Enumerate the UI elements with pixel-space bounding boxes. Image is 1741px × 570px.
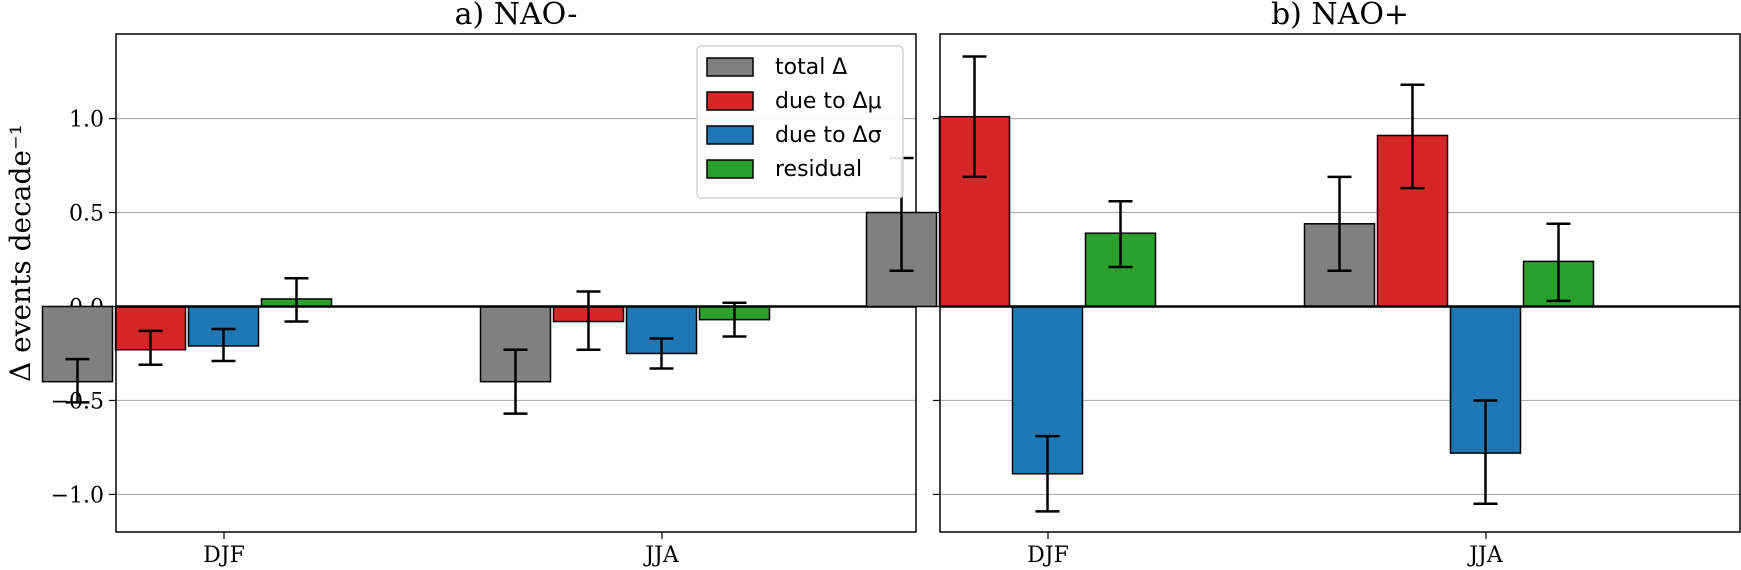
legend-label: due to Δμ: [775, 89, 882, 114]
legend-label: total Δ: [775, 55, 847, 80]
x-tick-label: JJA: [1467, 543, 1504, 568]
panel-title: b) NAO+: [1271, 0, 1409, 32]
legend-swatch: [706, 57, 754, 77]
legend-label: due to Δσ: [775, 123, 882, 148]
plot-frame: [939, 33, 1741, 533]
y-tick-label: −1.0: [51, 483, 104, 508]
x-tick-label: DJF: [203, 543, 245, 568]
legend-swatch: [706, 159, 754, 179]
y-tick-label: 0.5: [69, 202, 104, 227]
legend: total Δ due to Δμ due to Δσ residual: [696, 45, 904, 199]
y-tick-label: 1.0: [69, 108, 104, 133]
panel-nao-plus: b) NAO+ DJF JJA: [865, 0, 1741, 568]
y-axis-label: Δ events decade⁻¹: [4, 124, 37, 382]
x-tick-label: DJF: [1027, 543, 1069, 568]
legend-swatch: [706, 125, 754, 145]
panel-title: a) NAO-: [455, 0, 578, 32]
x-tick-label: JJA: [643, 543, 680, 568]
legend-label: residual: [775, 157, 862, 182]
legend-swatch: [706, 91, 754, 111]
